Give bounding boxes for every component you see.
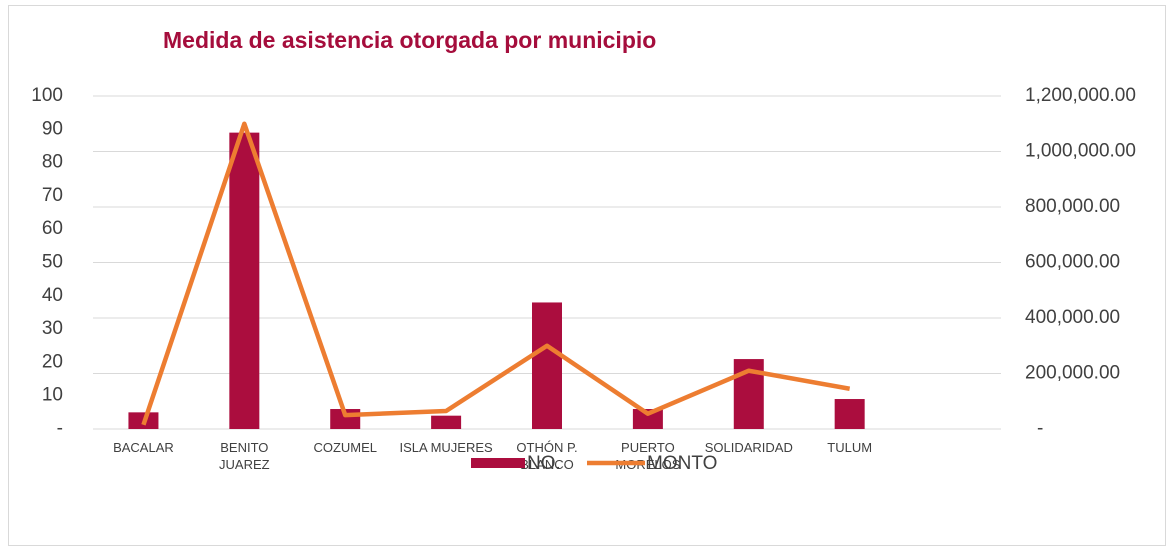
x-tick-label: TULUM (827, 440, 872, 455)
y-tick-label: 70 (42, 185, 63, 206)
y-tick-label: 50 (42, 252, 63, 273)
bar (632, 409, 663, 429)
x-tick-label: ISLA MUJERES (400, 440, 494, 455)
bar (834, 399, 865, 429)
y-tick-label: 20 (42, 351, 63, 372)
y-tick-label: 100 (31, 85, 63, 106)
x-tick-label: OTHÓN P. BLANCO (516, 440, 577, 472)
y-tick-label: 60 (42, 218, 63, 239)
y2-tick-label: 800,000.00 (1025, 196, 1120, 217)
y2-tick-label: 1,200,000.00 (1025, 85, 1136, 106)
y-tick-label: 10 (42, 385, 63, 406)
legend-label: MONTO (647, 453, 717, 474)
line-series (141, 121, 851, 426)
y-tick-label: 90 (42, 118, 63, 139)
x-tick-label: COZUMEL (313, 440, 377, 455)
bar (229, 132, 260, 429)
y-tick-label: 80 (42, 152, 63, 173)
chart-title: Medida de asistencia otorgada por munici… (163, 27, 656, 53)
legend-label: NO. (527, 453, 561, 474)
x-tick-label: BACALAR (113, 440, 174, 455)
y2-tick-label: 1,000,000.00 (1025, 141, 1136, 162)
y2-tick-label: 600,000.00 (1025, 252, 1120, 273)
y-tick-label: - (57, 418, 63, 439)
y2-tick-label: 200,000.00 (1025, 363, 1120, 384)
bar (431, 415, 462, 429)
legend-swatch (471, 458, 525, 468)
x-tick-label: SOLIDARIDAD (705, 440, 793, 455)
bar (532, 302, 562, 429)
y-tick-label: 30 (42, 318, 63, 339)
y2-tick-label: - (1037, 418, 1043, 439)
y2-tick-label: 400,000.00 (1025, 307, 1120, 328)
y-tick-label: 40 (42, 285, 63, 306)
x-tick-label: BENITO JUAREZ (219, 440, 270, 472)
